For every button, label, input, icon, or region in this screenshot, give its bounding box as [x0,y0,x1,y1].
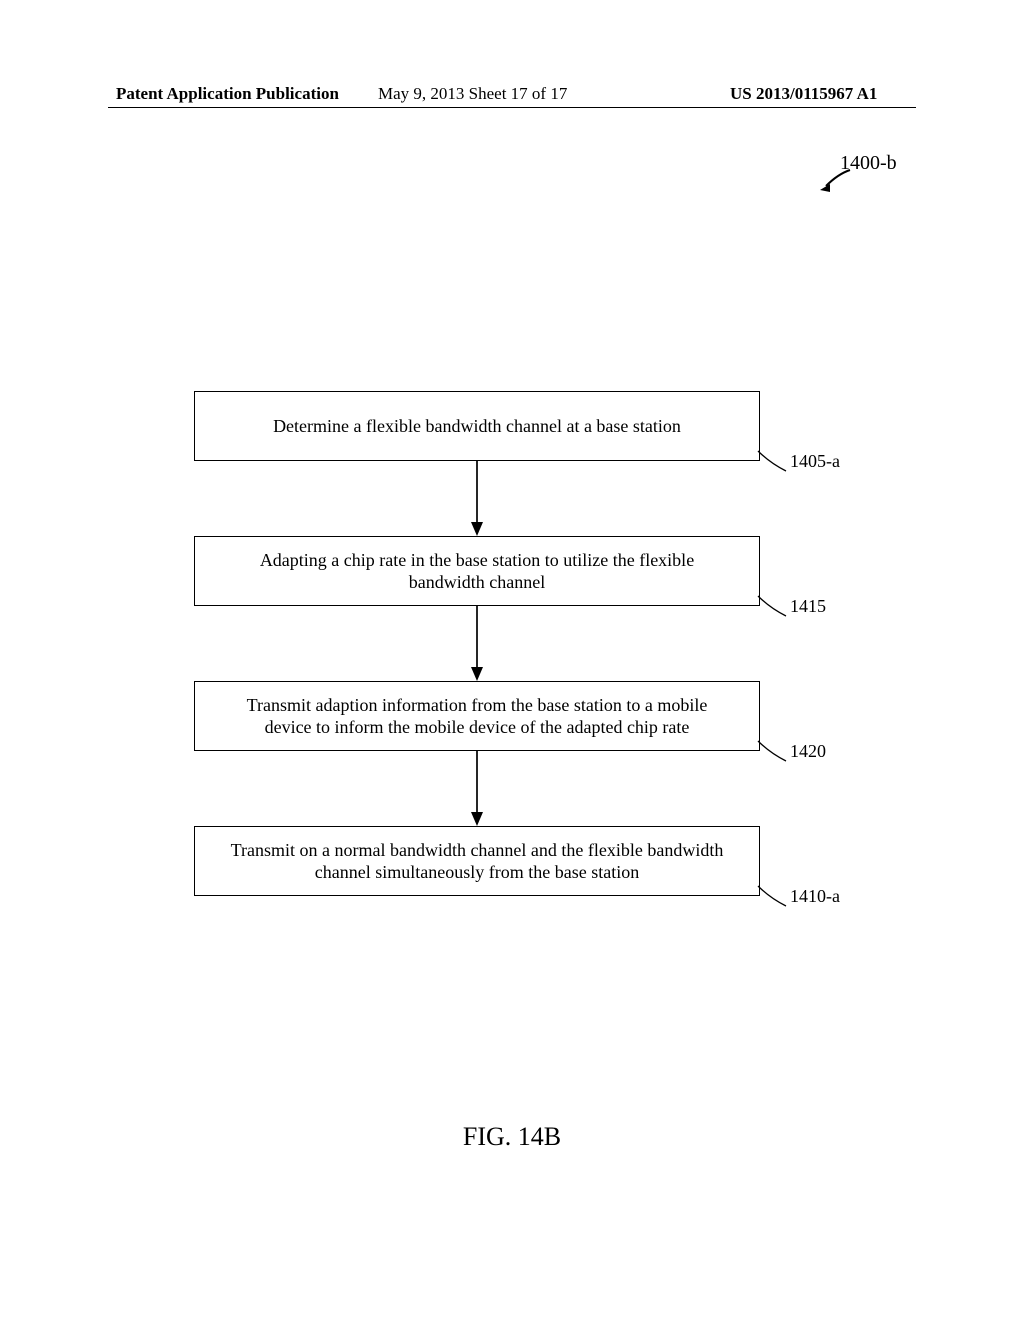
header-left: Patent Application Publication [116,84,339,104]
header-rule [108,107,916,108]
page: Patent Application Publication May 9, 20… [0,0,1024,1320]
figure-caption: FIG. 14B [0,1122,1024,1152]
flow-box-text: Adapting a chip rate in the base station… [225,549,729,594]
flow-box-1410a: Transmit on a normal bandwidth channel a… [194,826,760,896]
flow-box-text: Determine a flexible bandwidth channel a… [273,415,681,438]
leader-line-icon [756,884,796,914]
leader-line-icon [756,449,796,479]
flow-box-text: Transmit on a normal bandwidth channel a… [225,839,729,884]
flow-box-label-1410a: 1410-a [790,886,840,907]
flow-arrow-icon [467,751,487,826]
figure-ref-arrow-icon [820,168,854,192]
flow-box-text: Transmit adaption information from the b… [225,694,729,739]
flow-box-1415: Adapting a chip rate in the base station… [194,536,760,606]
flow-box-1420: Transmit adaption information from the b… [194,681,760,751]
leader-line-icon [756,594,796,624]
header-right: US 2013/0115967 A1 [730,84,877,104]
header-mid: May 9, 2013 Sheet 17 of 17 [378,84,567,104]
leader-line-icon [756,739,796,769]
flow-arrow-icon [467,461,487,536]
flow-box-label-1405a: 1405-a [790,451,840,472]
flow-box-1405a: Determine a flexible bandwidth channel a… [194,391,760,461]
flow-arrow-icon [467,606,487,681]
